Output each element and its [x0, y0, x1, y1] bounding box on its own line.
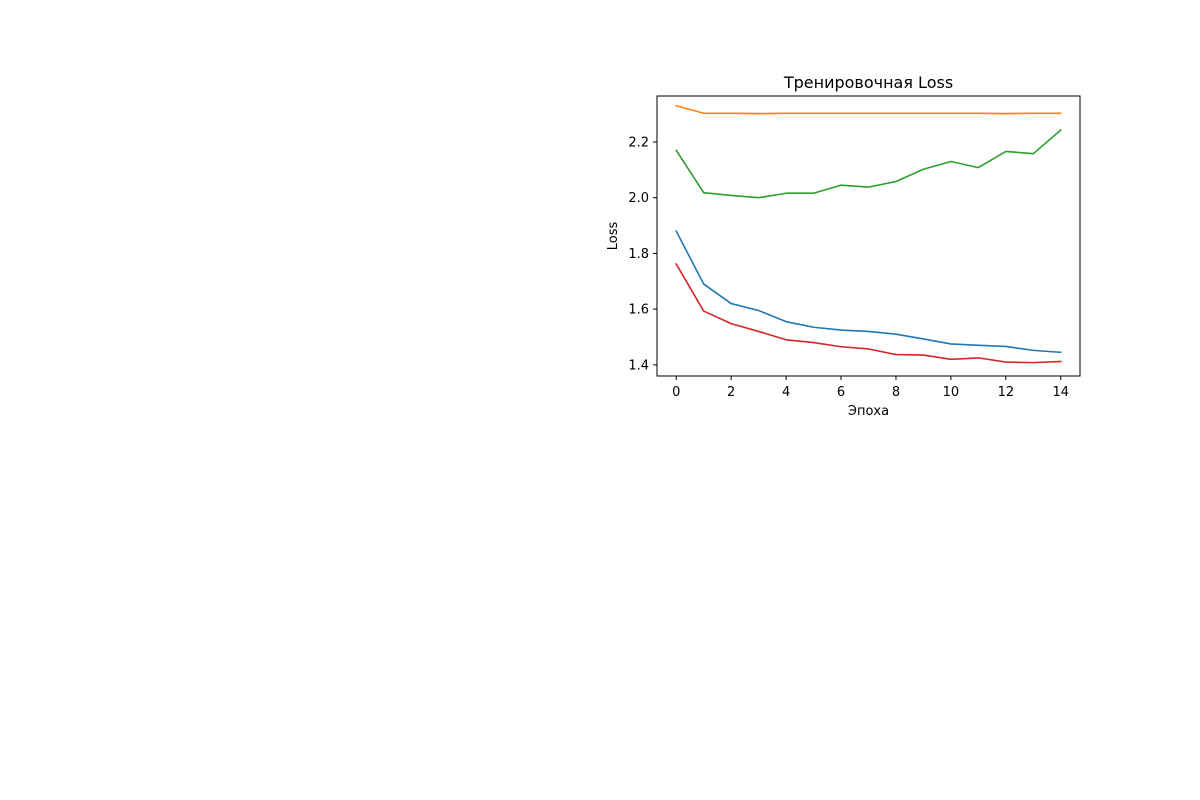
series-line-3 [675, 128, 1062, 199]
x-tick-label: 10 [943, 385, 960, 400]
y-axis-label: Loss [606, 222, 621, 251]
y-axis: 1.4 1.6 1.8 2.0 2.2 [628, 135, 657, 373]
y-tick-label: 1.4 [628, 358, 649, 373]
y-tick-label: 1.6 [628, 303, 649, 318]
x-tick-label: 8 [892, 385, 900, 400]
series-layer [675, 104, 1062, 364]
chart-title: Тренировочная Loss [783, 73, 953, 92]
x-tick-label: 4 [782, 385, 790, 400]
x-tick-label: 0 [672, 385, 680, 400]
x-tick-label: 6 [837, 385, 845, 400]
x-tick-label: 12 [998, 385, 1015, 400]
x-axis: 0 2 4 6 8 10 12 14 [672, 376, 1069, 400]
y-tick-label: 2.2 [628, 135, 649, 150]
x-tick-label: 2 [727, 385, 735, 400]
plot-frame [656, 95, 1081, 377]
series-line-2 [675, 104, 1062, 115]
y-tick-label: 2.0 [628, 191, 649, 206]
x-tick-label: 14 [1052, 385, 1069, 400]
x-axis-label: Эпоха [848, 404, 889, 419]
y-tick-label: 1.8 [628, 247, 649, 262]
series-line-1 [675, 230, 1062, 354]
series-line-4 [675, 262, 1062, 364]
